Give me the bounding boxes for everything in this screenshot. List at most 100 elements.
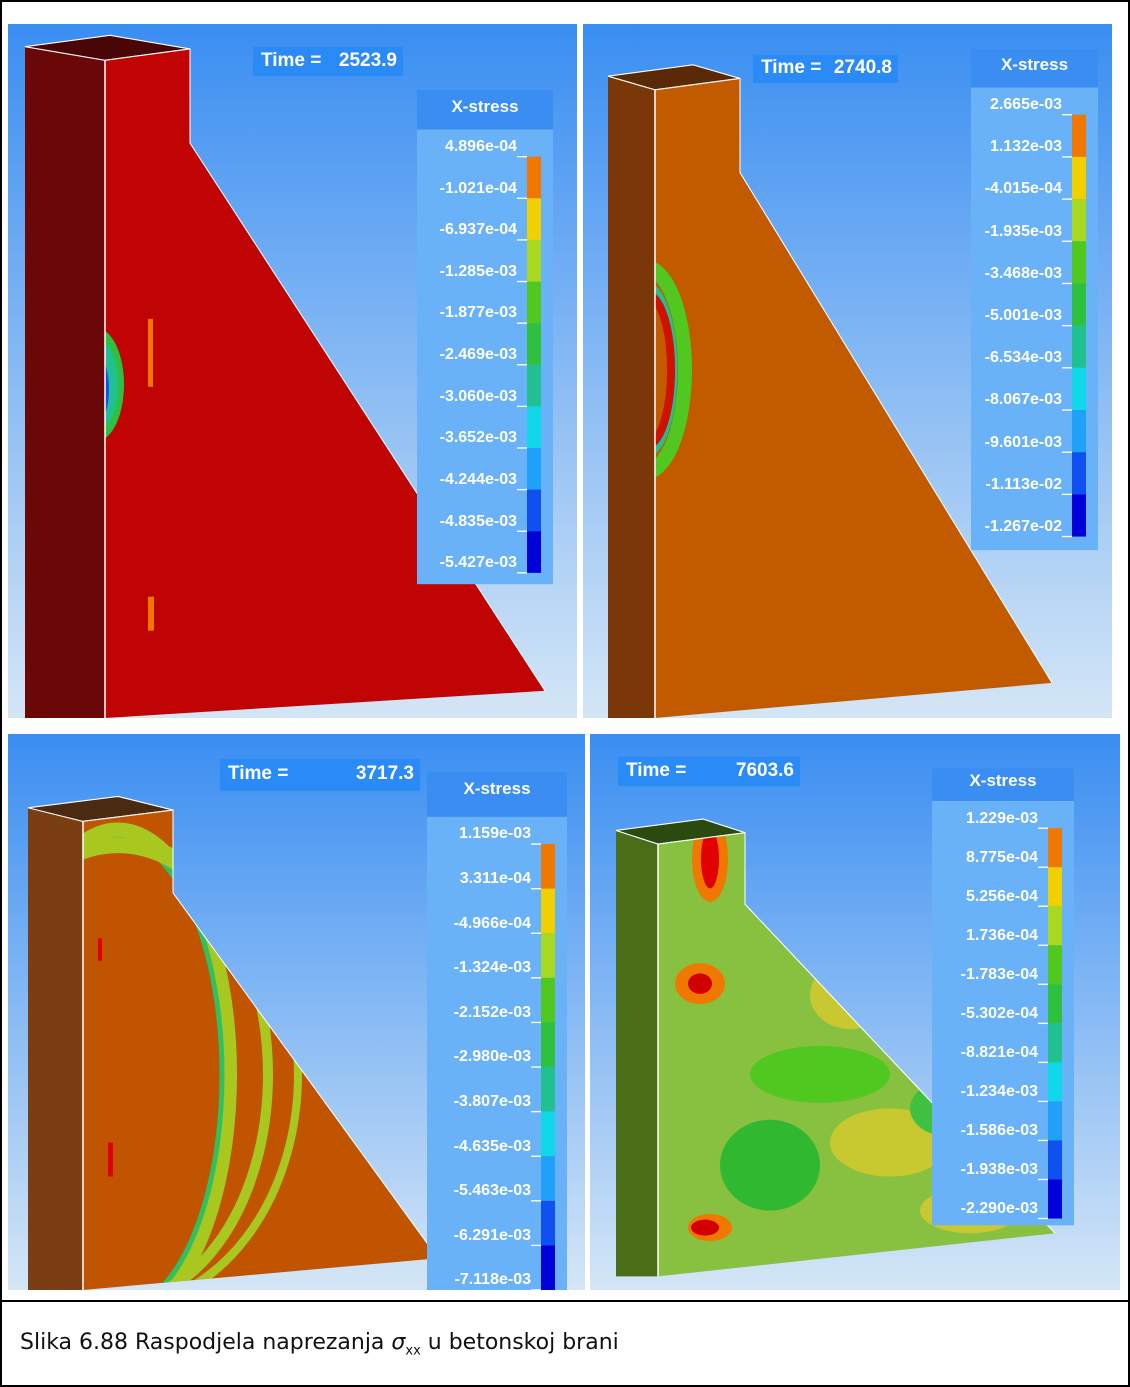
legend-value: 1.159e-03	[458, 825, 531, 843]
color-bar-segment	[527, 531, 541, 573]
color-bar-segment	[541, 888, 555, 934]
dam-edge	[104, 48, 546, 692]
time-value: 2523.9	[338, 50, 397, 72]
dam-side	[608, 76, 655, 718]
dam-edge	[654, 77, 1053, 684]
simulation-panel: Time = 2523.9 X-stress 4.896e-04 -1.021e-04 -…	[8, 24, 577, 718]
legend-title-box	[932, 768, 1074, 801]
legend-value: -3.468e-03	[984, 264, 1062, 282]
time-box	[220, 758, 420, 791]
legend-value: -4.015e-04	[984, 180, 1062, 198]
time-label: Time =	[261, 50, 322, 72]
stress-patch	[98, 938, 102, 961]
legend-value: 2.665e-03	[989, 96, 1062, 114]
color-bar-segment	[1072, 325, 1086, 368]
legend-value: -1.267e-02	[984, 517, 1062, 535]
color-bar-segment	[541, 1022, 555, 1068]
stress-patch	[720, 1119, 820, 1211]
legend-value: -1.234e-03	[960, 1082, 1038, 1100]
legend-value: -1.586e-03	[960, 1121, 1038, 1139]
caption-separator	[0, 1300, 1130, 1302]
caption-suffix: u betonskoj brani	[420, 1330, 619, 1355]
stress-patches	[655, 259, 692, 480]
stress-ring	[83, 841, 273, 1290]
legend-value: -3.652e-03	[439, 429, 517, 447]
legend-value: -2.290e-03	[960, 1199, 1038, 1217]
legend-value: -4.966e-04	[453, 914, 531, 932]
stress-ring	[83, 837, 302, 1290]
color-bar-segment	[1072, 410, 1086, 453]
legend-value: -6.534e-03	[984, 349, 1062, 367]
legend-value: -6.937e-04	[439, 221, 517, 239]
legend-value: 4.896e-04	[444, 138, 517, 155]
color-bar-segment	[527, 156, 541, 199]
stress-patches	[105, 318, 154, 631]
color-bar-segment	[1072, 367, 1086, 411]
color-bar-segment	[1048, 1023, 1062, 1063]
dam-side	[616, 830, 658, 1277]
color-bar-segment	[541, 1245, 555, 1290]
legend-value: -7.118e-03	[454, 1271, 531, 1289]
color-bar-segment	[1072, 283, 1086, 326]
legend-value: -1.783e-04	[960, 965, 1038, 983]
stress-patch	[701, 832, 719, 889]
caption: Slika 6.88 Raspodjela naprezanja σxx u b…	[20, 1330, 619, 1358]
time-label: Time =	[761, 57, 822, 79]
stress-ring	[655, 290, 675, 450]
color-bar-segment	[541, 1200, 555, 1246]
time-value: 7603.6	[735, 760, 794, 782]
color-bar-segment	[1048, 906, 1062, 946]
color-bar-segment	[1072, 452, 1086, 495]
legend-value: -9.601e-03	[984, 433, 1062, 451]
legend-value: -1.324e-03	[453, 959, 531, 977]
caption-subscript: xx	[405, 1343, 421, 1359]
color-bar-segment	[1048, 867, 1062, 907]
time-label: Time =	[228, 763, 289, 785]
legend-value: 1.736e-04	[965, 926, 1038, 944]
dam-side	[25, 46, 105, 718]
legend-title-box	[427, 771, 567, 817]
color-bar-segment	[1048, 984, 1062, 1024]
legend-value: -6.291e-03	[453, 1226, 531, 1244]
legend-title-box	[971, 48, 1098, 88]
legend-value: 1.132e-03	[989, 138, 1062, 156]
color-bar-segment	[1072, 241, 1086, 284]
legend-title: X-stress	[969, 771, 1037, 791]
legend-value: -1.113e-02	[985, 475, 1062, 493]
color-bar-segment	[1072, 199, 1086, 242]
simulation-panel: Time = 3717.3 X-stress 1.159e-03 3.311e-04 -4…	[8, 734, 585, 1290]
legend-value: 5.256e-04	[965, 887, 1038, 905]
legend-value: -1.938e-03	[960, 1160, 1038, 1178]
color-bar-segment	[1072, 114, 1086, 157]
color-bar-segment	[1048, 945, 1062, 985]
time-box	[753, 54, 898, 83]
legend-value: -2.152e-03	[453, 1003, 531, 1021]
legend-title-box	[417, 89, 553, 130]
caption-text: Slika 6.88 Raspodjela naprezanja	[20, 1330, 392, 1355]
simulation-panel: Time = 2740.8 X-stress 2.665e-03 1.132e-03 -4…	[583, 24, 1112, 718]
color-bar-segment	[1072, 156, 1086, 200]
color-bar-segment	[527, 323, 541, 365]
legend-value: -1.935e-03	[984, 222, 1062, 240]
color-bar-segment	[541, 977, 555, 1023]
stress-patch	[750, 1046, 890, 1103]
stress-ring	[655, 259, 692, 480]
stress-patch	[105, 341, 118, 428]
legend-value: -1.021e-04	[439, 179, 517, 197]
color-bar-segment	[527, 281, 541, 324]
simulation-panel: Time = 7603.6 X-stress 1.229e-03 8.775e-04 5.…	[590, 734, 1120, 1290]
stress-patch	[148, 318, 153, 387]
stress-patch	[688, 973, 712, 994]
legend-value: -4.835e-03	[439, 512, 517, 530]
time-value: 2740.8	[833, 57, 892, 79]
legend-title: X-stress	[463, 779, 531, 799]
legend-value: -4.244e-03	[439, 470, 517, 488]
legend-value: 1.229e-03	[965, 809, 1038, 827]
legend-value: -5.463e-03	[453, 1182, 531, 1200]
color-bar-segment	[1048, 1140, 1062, 1180]
color-bar-segment	[1072, 494, 1086, 537]
legend-value: -5.427e-03	[439, 554, 517, 572]
legend-value: -8.067e-03	[984, 391, 1062, 409]
legend-title: X-stress	[451, 96, 519, 116]
